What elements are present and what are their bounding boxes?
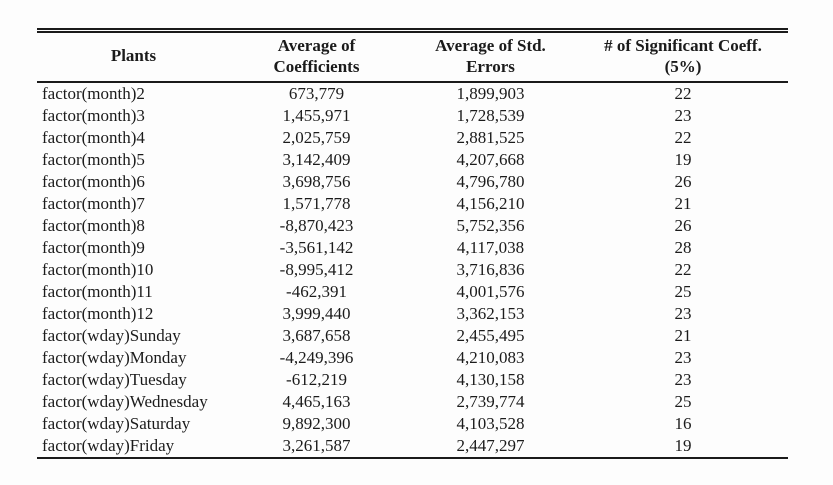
value-cell: 4,210,083 xyxy=(456,348,525,368)
table-row: factor(month)9 -3,561,142 4,117,038 28 xyxy=(37,237,788,259)
value-cell: 19 xyxy=(674,436,692,456)
header-average-of-std-errors: Average of Std. Errors xyxy=(435,36,546,76)
value-cell: 1,571,778 xyxy=(282,194,351,214)
value-cell: 1,728,539 xyxy=(456,106,525,126)
value-cell: 5,752,356 xyxy=(456,216,525,236)
value-cell: -612,219 xyxy=(286,370,347,390)
table-row: factor(wday)Sunday 3,687,658 2,455,495 21 xyxy=(37,325,788,347)
plant-name-cell: factor(month)5 xyxy=(42,150,145,170)
table-body: factor(month)2 673,779 1,899,903 22 factor(m… xyxy=(37,82,788,458)
value-cell: 673,779 xyxy=(288,84,345,104)
value-cell: 22 xyxy=(674,128,692,148)
table-row: factor(month)6 3,698,756 4,796,780 26 xyxy=(37,171,788,193)
value-cell: 4,117,038 xyxy=(456,238,525,258)
value-cell: 4,103,528 xyxy=(456,414,525,434)
table-row: factor(month)12 3,999,440 3,362,153 23 xyxy=(37,303,788,325)
value-cell: 21 xyxy=(674,194,692,214)
table-row: factor(month)4 2,025,759 2,881,525 22 xyxy=(37,127,788,149)
value-cell: 2,881,525 xyxy=(456,128,525,148)
value-cell: 3,716,836 xyxy=(456,260,525,280)
table-row: factor(month)10 -8,995,412 3,716,836 22 xyxy=(37,259,788,281)
table-row: factor(month)5 3,142,409 4,207,668 19 xyxy=(37,149,788,171)
plant-name-cell: factor(wday)Sunday xyxy=(42,326,181,346)
value-cell: -8,995,412 xyxy=(279,260,354,280)
value-cell: 1,899,903 xyxy=(456,84,525,104)
value-cell: 2,455,495 xyxy=(456,326,525,346)
value-cell: 2,447,297 xyxy=(456,436,525,456)
value-cell: 25 xyxy=(674,392,692,412)
table-row: factor(month)3 1,455,971 1,728,539 23 xyxy=(37,105,788,127)
plant-name-cell: factor(wday)Tuesday xyxy=(42,370,187,390)
value-cell: 2,025,759 xyxy=(282,128,351,148)
table-header: Plants Average of Coefficients Average o… xyxy=(37,31,788,83)
value-cell: 3,142,409 xyxy=(282,150,351,170)
value-cell: 22 xyxy=(674,260,692,280)
value-cell: 26 xyxy=(674,216,692,236)
value-cell: 3,698,756 xyxy=(282,172,351,192)
header-average-of-coefficients: Average of Coefficients xyxy=(273,36,360,76)
value-cell: -4,249,396 xyxy=(279,348,354,368)
plant-name-cell: factor(month)12 xyxy=(42,304,154,324)
header-significant-coeff: # of Significant Coeff. (5%) xyxy=(604,36,762,76)
value-cell: 2,739,774 xyxy=(456,392,525,412)
value-cell: 1,455,971 xyxy=(282,106,351,126)
plant-name-cell: factor(month)3 xyxy=(42,106,145,126)
coefficients-table: Plants Average of Coefficients Average o… xyxy=(37,28,788,460)
plant-name-cell: factor(month)11 xyxy=(42,282,153,302)
plant-name-cell: factor(month)7 xyxy=(42,194,145,214)
value-cell: 3,362,153 xyxy=(456,304,525,324)
value-cell: 23 xyxy=(674,348,692,368)
header-plants: Plants xyxy=(110,46,157,66)
value-cell: 28 xyxy=(674,238,692,258)
table-row: factor(month)11 -462,391 4,001,576 25 xyxy=(37,281,788,303)
plant-name-cell: factor(month)8 xyxy=(42,216,145,236)
plant-name-cell: factor(month)10 xyxy=(42,260,154,280)
table-row: factor(month)2 673,779 1,899,903 22 xyxy=(37,82,788,105)
value-cell: 4,001,576 xyxy=(456,282,525,302)
value-cell: 4,465,163 xyxy=(282,392,351,412)
plant-name-cell: factor(month)9 xyxy=(42,238,145,258)
value-cell: 22 xyxy=(674,84,692,104)
table-row: factor(wday)Wednesday 4,465,163 2,739,774 2… xyxy=(37,391,788,413)
value-cell: 9,892,300 xyxy=(282,414,351,434)
table-row: factor(wday)Friday 3,261,587 2,447,297 19 xyxy=(37,435,788,458)
value-cell: 3,999,440 xyxy=(282,304,351,324)
value-cell: 3,261,587 xyxy=(282,436,351,456)
value-cell: 19 xyxy=(674,150,692,170)
value-cell: 26 xyxy=(674,172,692,192)
value-cell: 23 xyxy=(674,370,692,390)
table-row: factor(wday)Saturday 9,892,300 4,103,528 16 xyxy=(37,413,788,435)
table-row: factor(month)7 1,571,778 4,156,210 21 xyxy=(37,193,788,215)
value-cell: 25 xyxy=(674,282,692,302)
value-cell: 4,796,780 xyxy=(456,172,525,192)
value-cell: 23 xyxy=(674,304,692,324)
value-cell: 4,207,668 xyxy=(456,150,525,170)
plant-name-cell: factor(wday)Wednesday xyxy=(42,392,208,412)
value-cell: -3,561,142 xyxy=(279,238,354,258)
plant-name-cell: factor(month)6 xyxy=(42,172,145,192)
plant-name-cell: factor(month)2 xyxy=(42,84,145,104)
header-row: Plants Average of Coefficients Average o… xyxy=(37,31,788,83)
value-cell: -8,870,423 xyxy=(279,216,354,236)
value-cell: 16 xyxy=(674,414,692,434)
plant-name-cell: factor(month)4 xyxy=(42,128,145,148)
value-cell: 21 xyxy=(674,326,692,346)
value-cell: 23 xyxy=(674,106,692,126)
plant-name-cell: factor(wday)Saturday xyxy=(42,414,191,434)
table-row: factor(month)8 -8,870,423 5,752,356 26 xyxy=(37,215,788,237)
value-cell: 4,130,158 xyxy=(456,370,525,390)
plant-name-cell: factor(wday)Monday xyxy=(42,348,187,368)
value-cell: 4,156,210 xyxy=(456,194,525,214)
value-cell: 3,687,658 xyxy=(282,326,351,346)
value-cell: -462,391 xyxy=(286,282,347,302)
plant-name-cell: factor(wday)Friday xyxy=(42,436,175,456)
table-row: factor(wday)Monday -4,249,396 4,210,083 23 xyxy=(37,347,788,369)
table-row: factor(wday)Tuesday -612,219 4,130,158 23 xyxy=(37,369,788,391)
